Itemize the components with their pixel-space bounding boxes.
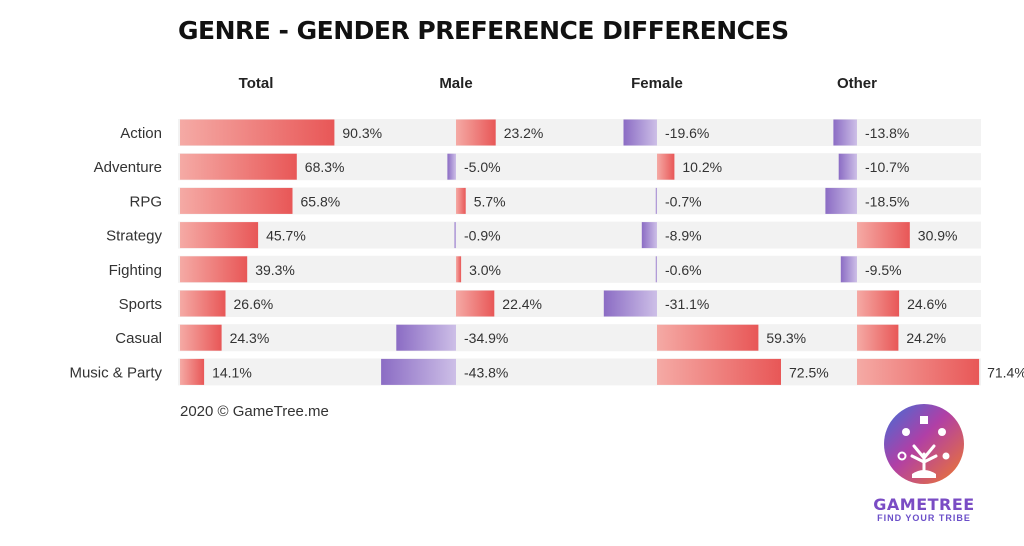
data-label: -0.9% [464, 228, 501, 244]
genre-gender-chart: Total Male Female Other Action Adventure RPG S… [69, 75, 1024, 386]
row-background [178, 255, 981, 283]
bar [623, 119, 657, 146]
data-label: 10.2% [682, 159, 722, 175]
bar [180, 153, 297, 180]
brand-name: GAMETREE [873, 495, 975, 514]
data-label: -5.0% [464, 159, 501, 175]
chart-title: Genre - Gender Preference Differences [178, 16, 789, 45]
row-background [178, 153, 981, 181]
bar [180, 222, 259, 249]
column-header: Female [631, 75, 683, 92]
bar [381, 358, 456, 385]
data-label: -31.1% [665, 296, 709, 312]
bar [180, 290, 226, 317]
bar [657, 153, 675, 180]
category-label: Fighting [109, 262, 162, 279]
bar [857, 222, 910, 249]
category-label: Music & Party [69, 364, 162, 381]
data-label: -43.8% [464, 364, 508, 380]
data-label: -13.8% [865, 125, 909, 141]
data-label: 68.3% [305, 159, 345, 175]
column-header: Other [837, 75, 877, 92]
gametree-logo [884, 404, 964, 484]
bar [456, 256, 462, 283]
column-header: Male [439, 75, 472, 92]
bar [456, 119, 496, 146]
bar [655, 256, 657, 283]
data-label: 24.2% [906, 330, 946, 346]
bar [180, 187, 293, 214]
category-label: Adventure [94, 159, 162, 176]
category-label: Action [120, 125, 162, 142]
bar [447, 153, 456, 180]
row-background [178, 221, 981, 249]
data-label: 24.3% [230, 330, 270, 346]
bar [857, 324, 899, 351]
data-label: 59.3% [766, 330, 806, 346]
bar [603, 290, 657, 317]
data-label: 14.1% [212, 364, 252, 380]
data-label: 39.3% [255, 262, 295, 278]
data-label: -19.6% [665, 125, 709, 141]
data-label: -8.9% [665, 228, 702, 244]
bar [454, 222, 456, 249]
row-background [178, 187, 981, 215]
data-label: 24.6% [907, 296, 947, 312]
bar [838, 153, 857, 180]
category-label: Sports [119, 296, 162, 313]
category-label: Strategy [106, 228, 162, 245]
row-background [178, 358, 981, 386]
bar [833, 119, 857, 146]
data-label: 72.5% [789, 364, 829, 380]
row-background [178, 324, 981, 352]
bar [456, 290, 495, 317]
bar [180, 119, 335, 146]
data-label: 30.9% [918, 228, 958, 244]
brand-tagline: FIND YOUR TRIBE [877, 513, 971, 523]
bar [180, 324, 222, 351]
bar [825, 187, 857, 214]
data-label: -10.7% [865, 159, 909, 175]
data-label: -18.5% [865, 193, 909, 209]
data-label: 5.7% [474, 193, 506, 209]
bar [180, 358, 205, 385]
bar [641, 222, 657, 249]
bar [180, 256, 248, 283]
data-label: 23.2% [504, 125, 544, 141]
data-label: 3.0% [469, 262, 501, 278]
bar [396, 324, 456, 351]
data-label: 26.6% [234, 296, 274, 312]
column-header: Total [239, 75, 274, 92]
category-label: RPG [129, 193, 162, 210]
bar [857, 290, 900, 317]
data-label: -9.5% [865, 262, 902, 278]
bar [655, 187, 657, 214]
data-label: 71.4% [987, 364, 1024, 380]
footer-credit: 2020 © GameTree.me [180, 403, 329, 420]
bar [456, 187, 466, 214]
bar [840, 256, 857, 283]
bar [657, 324, 759, 351]
bar [657, 358, 781, 385]
data-label: 45.7% [266, 228, 306, 244]
row-background [178, 290, 981, 317]
data-label: 22.4% [502, 296, 542, 312]
category-label: Casual [115, 330, 162, 347]
data-label: -34.9% [464, 330, 508, 346]
bar [857, 358, 980, 385]
data-label: -0.6% [665, 262, 702, 278]
data-label: -0.7% [665, 193, 702, 209]
data-label: 65.8% [301, 193, 341, 209]
data-label: 90.3% [342, 125, 382, 141]
